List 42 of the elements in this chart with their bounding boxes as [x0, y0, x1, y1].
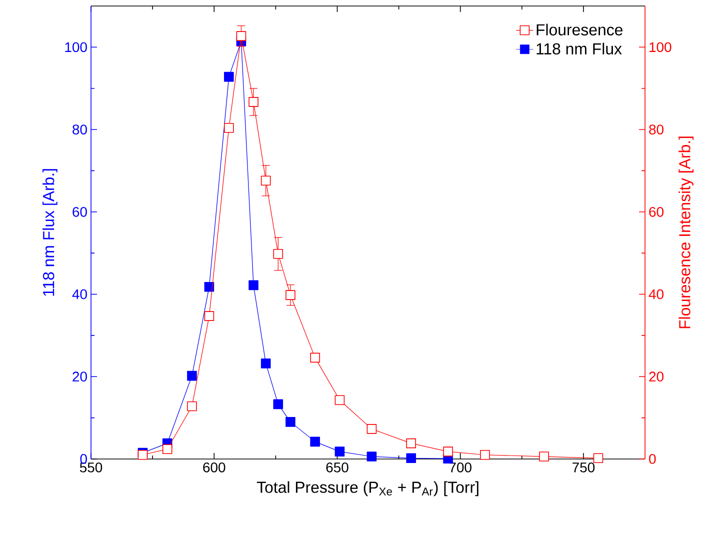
- y2-tick-label: 0: [649, 454, 656, 464]
- point: [366, 424, 377, 434]
- point: [273, 399, 284, 410]
- y-tick-label: 80: [72, 124, 87, 134]
- point: [236, 31, 246, 41]
- point: [204, 311, 214, 321]
- point: [187, 401, 197, 412]
- point: [260, 358, 271, 368]
- y-tick-label: 100: [65, 42, 87, 52]
- point: [286, 417, 296, 427]
- y2-tick-label: 100: [650, 42, 672, 52]
- x-tick-label: 550: [80, 462, 102, 472]
- point: [248, 280, 258, 290]
- point: [224, 72, 234, 82]
- point: [187, 370, 197, 381]
- y2-tick-label: 40: [648, 289, 664, 300]
- y2-tick-label: 60: [649, 206, 664, 217]
- point: [366, 452, 377, 462]
- legend-label: 118 nm Flux: [536, 42, 622, 54]
- x-tick-label: 600: [203, 462, 226, 472]
- point: [406, 438, 416, 448]
- y-tick-label: 40: [72, 289, 87, 300]
- point: [310, 436, 320, 447]
- x-axis-title: Total Pressure (P$_{Xe}$ + P$_{Ar}$) [Torr]: [256, 481, 478, 496]
- point: [260, 176, 271, 186]
- y2-tick-label: 20: [649, 372, 664, 382]
- point: [406, 453, 416, 464]
- x-tick-label: 700: [449, 462, 472, 472]
- y2-axis-title: Flouresence Intensity [Arb.]: [678, 136, 694, 328]
- point: [162, 444, 172, 454]
- y-tick-label: 20: [72, 372, 87, 382]
- point: [443, 446, 453, 456]
- point: [593, 453, 604, 464]
- y-tick-label: 60: [72, 206, 87, 217]
- x-tick-label: 650: [326, 462, 348, 472]
- x-tick-label: 750: [572, 462, 595, 472]
- y-tick-label: 0: [80, 454, 87, 464]
- legend-label: Flouresence: [536, 24, 622, 36]
- point: [273, 249, 284, 259]
- point: [334, 446, 345, 456]
- y-axis-title: 118 nm Flux [Arb.]: [42, 169, 58, 296]
- y2-tick-label: 80: [649, 124, 664, 134]
